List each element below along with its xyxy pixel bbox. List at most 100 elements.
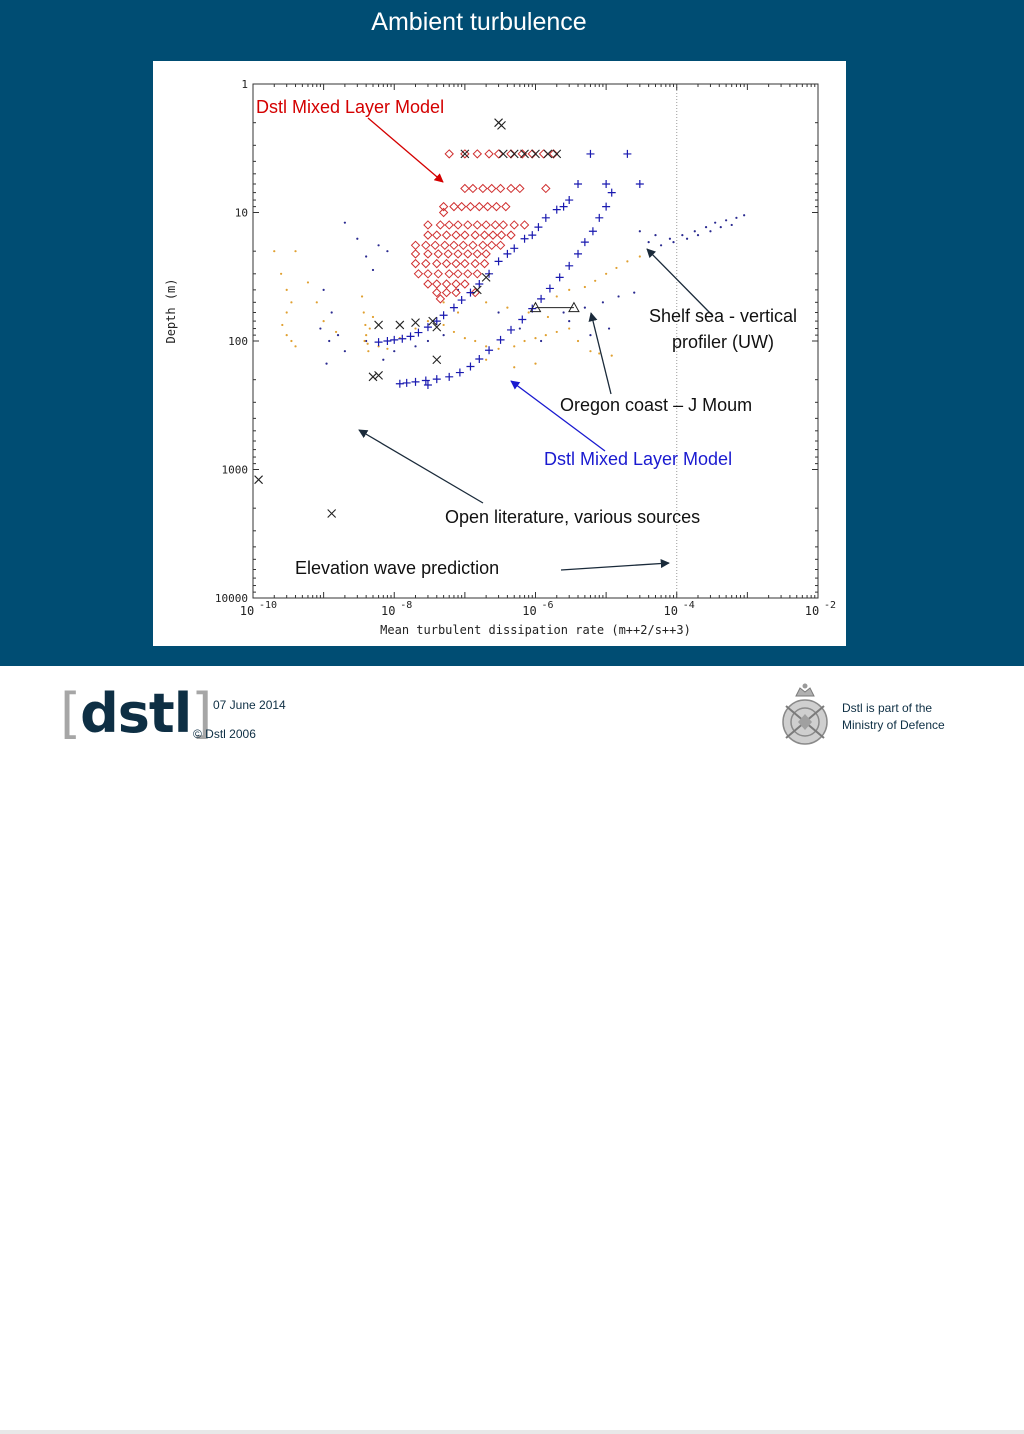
data-point-dot [568, 327, 571, 330]
data-point-dot [364, 323, 367, 327]
data-point-dot [315, 301, 318, 304]
data-point-cross [374, 320, 383, 330]
data-point-plus [623, 149, 632, 158]
data-point-dot [605, 272, 608, 275]
data-point-dot [290, 339, 293, 343]
data-point-diamond [468, 240, 478, 251]
footer: [dstl] 07 June 2014 © Dstl 2006 Dstl is … [0, 666, 1024, 1434]
data-point-plus [421, 376, 430, 385]
data-point-plus [602, 202, 611, 211]
data-point-dot [518, 327, 521, 330]
data-point-dot [343, 350, 346, 353]
data-point-diamond [433, 269, 443, 279]
arrow-shelf-sea [646, 248, 714, 317]
data-point-diamond [432, 279, 442, 289]
data-point-diamond [519, 220, 530, 230]
data-point-cross [395, 320, 405, 330]
annotation-arrows [358, 117, 714, 571]
data-point-dot [319, 327, 322, 330]
data-point-diamond [468, 183, 478, 194]
data-point-dot [442, 301, 445, 304]
data-point-plus [635, 179, 644, 188]
data-point-dot [589, 334, 592, 337]
data-point-diamond [423, 249, 433, 259]
data-point-cross [509, 149, 519, 159]
data-point-diamond [517, 149, 527, 159]
data-point-diamond [496, 230, 507, 240]
data-point-diamond [441, 258, 452, 269]
data-point-dot [497, 311, 500, 314]
data-point-cross [374, 370, 383, 380]
data-point-dot [568, 288, 571, 291]
data-point-diamond [449, 201, 459, 212]
data-point-cross [520, 149, 529, 159]
data-point-dot [290, 301, 293, 304]
data-point-diamond [478, 183, 488, 194]
data-point-cross [552, 149, 562, 159]
data-point-diamond [493, 149, 504, 159]
data-point-dot [626, 260, 629, 263]
x-tick-label: 10 [522, 604, 536, 618]
data-point-dot [294, 250, 297, 253]
arrow-open-literature [358, 429, 484, 504]
data-point-diamond [453, 269, 463, 279]
data-point-plus [496, 335, 505, 344]
data-point-dot [617, 295, 620, 298]
data-point-plus [528, 231, 537, 240]
data-point-dot [485, 301, 488, 304]
annotation-oregon-coast: Oregon coast – J Moum [560, 395, 753, 415]
data-point-diamond [470, 287, 480, 298]
data-point-plus [406, 332, 415, 341]
data-point-diamond [484, 149, 494, 159]
data-point-dot [285, 311, 288, 314]
data-point-dot [362, 311, 365, 314]
data-point-dot [360, 295, 364, 298]
data-point-diamond [478, 240, 488, 251]
data-point-dot [743, 214, 746, 217]
data-point-dot [654, 234, 657, 237]
data-point-plus [423, 381, 432, 390]
data-point-diamond [506, 183, 516, 194]
data-point-diamond [460, 279, 470, 289]
data-point-diamond [433, 249, 443, 259]
data-point-triangle [568, 301, 580, 313]
mod-crest-icon [782, 683, 828, 745]
data-point-dot [725, 219, 728, 222]
data-point-plus [414, 328, 423, 337]
data-point-cross [481, 273, 491, 282]
data-point-dot [365, 255, 368, 258]
data-point-plus [485, 346, 494, 355]
data-point-diamond [413, 269, 424, 279]
data-point-diamond [451, 287, 461, 298]
data-point-diamond [432, 230, 442, 240]
annotation-dstl-model-red: Dstl Mixed Layer Model [256, 97, 445, 117]
data-point-dot [456, 311, 460, 314]
data-point-diamond [438, 201, 449, 212]
data-point-dot [681, 234, 684, 237]
data-point-dot [371, 268, 375, 272]
data-point-diamond [472, 249, 483, 259]
data-point-plus [565, 261, 574, 270]
data-point-plus [475, 354, 484, 363]
data-point-diamond [515, 183, 525, 194]
data-point-diamond [460, 183, 470, 194]
data-point-dot [497, 347, 500, 350]
data-point-dot [568, 319, 571, 323]
data-point-dot [365, 334, 368, 337]
x-tick-label-exponent: -10 [259, 600, 277, 611]
arrow-elevation-wave [560, 558, 670, 571]
data-point-dot [555, 295, 558, 298]
annotation-elevation-wave: Elevation wave prediction [295, 558, 500, 578]
x-axis-label: Mean turbulent dissipation rate (m++2/s+… [380, 623, 691, 637]
data-point-dot [598, 352, 601, 355]
data-point-dot [506, 306, 509, 309]
data-point-plus [432, 317, 441, 326]
data-point-cross [543, 149, 553, 159]
data-point-dot [273, 250, 276, 253]
data-point-dot [328, 339, 331, 343]
data-point-plus [580, 238, 589, 247]
data-point-plus [588, 227, 597, 236]
data-point-dot [386, 250, 389, 253]
data-point-dot [693, 230, 696, 233]
arrow-dstl-model-blue [510, 380, 606, 452]
